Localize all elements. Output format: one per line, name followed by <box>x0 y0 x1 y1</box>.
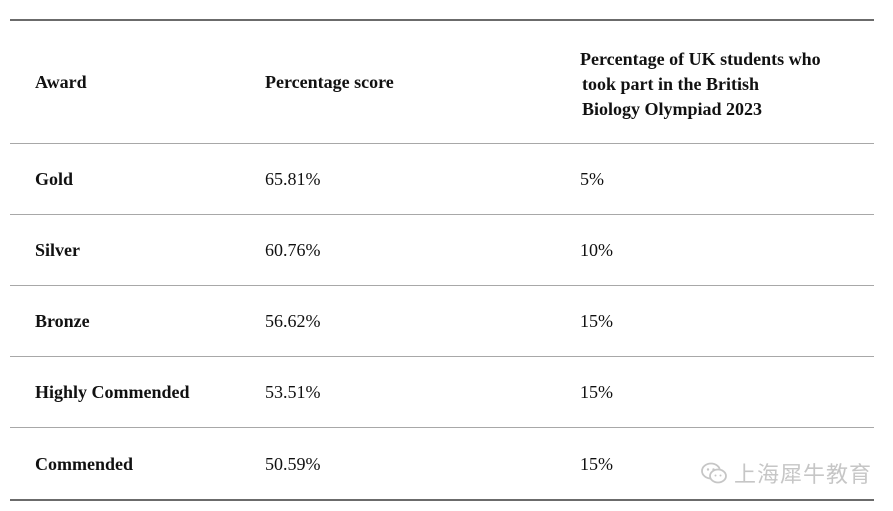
wechat-icon <box>701 462 727 484</box>
header-percentage-line-2: took part in the British <box>582 74 760 94</box>
score-cell: 53.51% <box>265 382 321 402</box>
header-percentage-students: Percentage of UK students who took part … <box>580 47 870 122</box>
header-percentage-score: Percentage score <box>265 72 394 92</box>
header-percentage-line-3: Biology Olympiad 2023 <box>582 99 763 119</box>
award-cell: Gold <box>35 169 74 189</box>
table-row: Bronze 56.62% 15% <box>10 286 874 357</box>
percentage-cell: 5% <box>580 169 604 189</box>
table-header-row: Award Percentage score Percentage of UK … <box>10 21 874 144</box>
table-row: Silver 60.76% 10% <box>10 215 874 286</box>
table-row: Highly Commended 53.51% 15% <box>10 357 874 428</box>
watermark: 上海犀牛教育 <box>700 457 872 489</box>
watermark-text: 上海犀牛教育 <box>734 463 873 488</box>
score-cell: 60.76% <box>265 240 321 260</box>
percentage-cell: 15% <box>580 382 613 402</box>
percentage-cell: 10% <box>580 240 613 260</box>
score-cell: 50.59% <box>265 453 321 474</box>
table-row: Gold 65.81% 5% <box>10 144 874 215</box>
awards-table: Award Percentage score Percentage of UK … <box>10 19 874 501</box>
percentage-cell: 15% <box>580 311 613 331</box>
award-cell: Bronze <box>35 311 90 331</box>
header-percentage-line-1: Percentage of UK students who <box>580 49 821 69</box>
header-award: Award <box>35 72 87 92</box>
award-cell: Highly Commended <box>35 382 190 402</box>
score-cell: 56.62% <box>265 311 321 331</box>
award-cell: Commended <box>35 453 133 474</box>
percentage-cell: 15% <box>580 453 613 474</box>
score-cell: 65.81% <box>265 169 321 189</box>
table-row: Commended 50.59% 15% <box>10 428 874 499</box>
award-cell: Silver <box>35 240 80 260</box>
